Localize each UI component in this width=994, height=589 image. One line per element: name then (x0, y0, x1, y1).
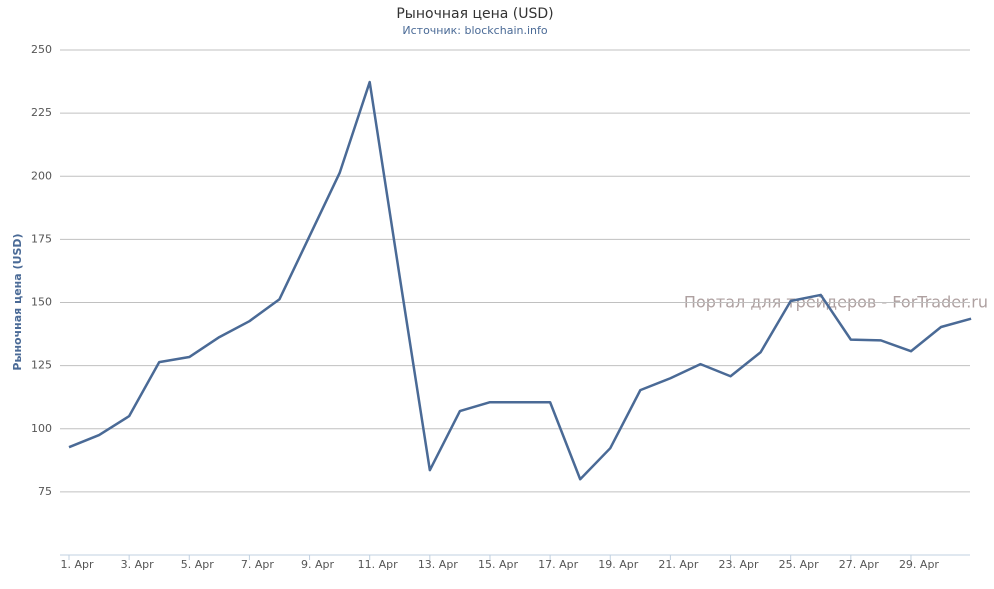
x-tick-label: 21. Apr (658, 558, 698, 571)
x-tick-label: 27. Apr (839, 558, 879, 571)
y-tick-label: 125 (31, 359, 52, 372)
y-tick-label: 150 (31, 296, 52, 309)
x-tick-label: 11. Apr (358, 558, 398, 571)
x-tick-label: 23. Apr (719, 558, 759, 571)
chart-subtitle: Источник: blockchain.info (402, 24, 547, 37)
x-tick-label: 1. Apr (60, 558, 93, 571)
y-tick-label: 100 (31, 422, 52, 435)
x-tick-label: 9. Apr (301, 558, 334, 571)
y-tick-label: 200 (31, 169, 52, 182)
y-tick-label: 225 (31, 106, 52, 119)
x-tick-label: 25. Apr (779, 558, 819, 571)
x-tick-label: 17. Apr (538, 558, 578, 571)
x-tick-label: 15. Apr (478, 558, 518, 571)
x-tick-label: 19. Apr (598, 558, 638, 571)
x-tick-label: 29. Apr (899, 558, 939, 571)
x-tick-label: 5. Apr (181, 558, 214, 571)
y-tick-label: 175 (31, 232, 52, 245)
line (68, 80, 972, 481)
x-tick-label: 3. Apr (121, 558, 154, 571)
x-tick-label: 13. Apr (418, 558, 458, 571)
y-tick-label: 250 (31, 43, 52, 56)
y-tick-label: 75 (38, 485, 52, 498)
y-axis-title: Рыночная цена (USD) (11, 233, 24, 370)
x-tick-label: 7. Apr (241, 558, 274, 571)
chart-title: Рыночная цена (USD) (396, 6, 553, 22)
